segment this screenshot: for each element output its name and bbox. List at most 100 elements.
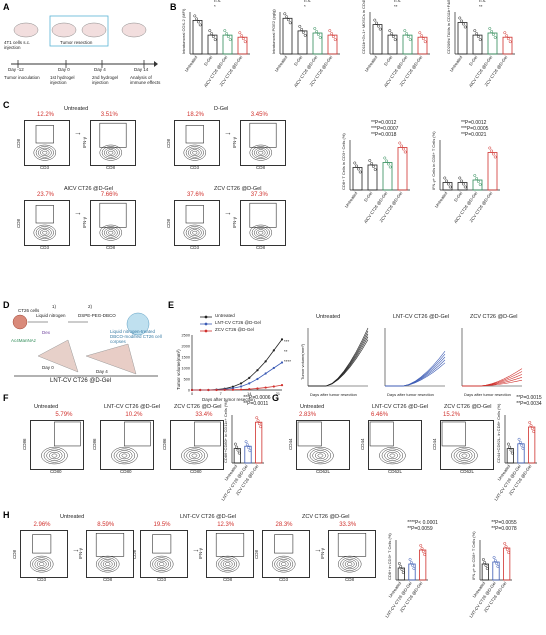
h-arrow-1: →: [192, 545, 200, 554]
panel-letter-h: H: [3, 510, 10, 520]
panel-letter-d: D: [3, 300, 10, 310]
h-bar-2-bar-0: [481, 563, 489, 581]
h-flow-1-a-ylabel: CD8: [132, 549, 137, 559]
e-small-2-line-1: [462, 371, 523, 387]
c-flow-0-a-pct: 12.2%: [37, 112, 55, 118]
h-bar-1-bar-1: [408, 563, 416, 581]
b-chart-2-sig-1: n.s.: [394, 0, 401, 3]
h-title-0: Untreated: [60, 514, 85, 520]
d-step1: 1): [52, 304, 57, 309]
b-chart-2-sig-0: **: [394, 4, 398, 9]
c-bar-1-pval-2: **P=0.0018: [371, 132, 397, 138]
e-series-0-point-8: [256, 369, 259, 372]
h-flow-2-a: [262, 530, 310, 578]
h-flow-0-b-contours: [95, 532, 125, 573]
f-flow-2-contours: [181, 421, 221, 465]
e-xtick-2: 14: [247, 392, 251, 396]
d-bottom-label: LNT-CV CT26 @D-Gel: [50, 378, 112, 384]
d-step2: 2): [88, 304, 93, 309]
e-series-1-point-6: [239, 385, 243, 388]
c-flow-title-2: AlCV CT26 @D-Gel: [64, 186, 113, 192]
e-series-1-point-5: [231, 387, 235, 390]
c-flow-1-b-contours: [249, 122, 277, 161]
b-chart-2-bar-1: [387, 34, 398, 55]
c-bar-2-pval-2: **P=0.0021: [461, 132, 487, 138]
b-chart-2-ylabel: CD11b+Gr-1+ MDSCs in CD45+ Cells (%): [361, 0, 366, 54]
e-small-2-line-3: [462, 377, 523, 387]
d-ct26: CT26 cells: [18, 308, 40, 313]
c-flow-1-b-ylabel: IFN-γ: [232, 137, 237, 148]
e-small-1-line-0: [385, 351, 446, 387]
e-sig-1: **: [284, 349, 288, 354]
h-flow-0-a-ylabel: CD8: [12, 549, 17, 559]
c-flow-0-a-ylabel: CD8: [16, 138, 21, 148]
e-small-0-line-4: [308, 339, 369, 387]
g-flow-0-pct: 2.83%: [299, 412, 317, 418]
panel-letter-a: A: [3, 2, 10, 12]
a-inoculation: Tumor inoculation: [4, 75, 40, 80]
h-flow-2-b-pct: 33.3%: [339, 522, 357, 528]
h-flow-1-b: [206, 530, 254, 578]
g-flow-0-xlabel: CD62L: [316, 469, 331, 474]
e-series-1-point-7: [248, 382, 251, 385]
f-bar-bar-2: [255, 421, 263, 464]
c-flow-3-b-xlabel: CD8: [256, 245, 266, 250]
f-flow-0-contours: [41, 421, 81, 465]
b-chart-0-group-label-0: Untreated: [184, 54, 199, 72]
e-series-1-point-9: [264, 372, 267, 375]
f-bar-pval-0: ***P=0.0006: [243, 395, 271, 401]
b-chart-3-bar-1: [472, 34, 483, 55]
e-small-chart-2: [461, 328, 523, 387]
b-chart-0-bar-0: [192, 19, 203, 55]
f-title-0: Untreated: [34, 404, 59, 410]
g-flow-0-contours: [297, 421, 334, 465]
h-bar-2-bar-2: [503, 547, 511, 581]
b-chart-0-group-label-1: D-Gel: [203, 55, 213, 67]
g-bar-pval-0: **P=0.0015: [516, 395, 542, 401]
e-ylabel: Tumor volume(mm³): [176, 349, 181, 390]
c-flow-arrow-2: →: [74, 208, 82, 217]
c-flow-arrow-3: →: [224, 208, 232, 217]
e-ytick-1: 500: [184, 378, 190, 382]
e-series-2-point-0: [190, 388, 194, 392]
b-chart-0-bar-2: [222, 34, 233, 55]
h-flow-0-a: [20, 530, 68, 578]
f-bar-ylabel: CD86+CD80+ in CD11c+ Cells (%): [223, 400, 228, 463]
c-flow-0-a-xlabel: CD3: [40, 165, 50, 170]
b-chart-1-group-label-1: D-Gel: [293, 55, 303, 67]
e-series-0-point-10: [272, 349, 275, 352]
h-bar-2-pval-0: **P=0.0055: [491, 520, 517, 526]
e-small-xlabel-2: Days after tumor resection: [464, 392, 511, 397]
c-bar-2-group-label-1: D-Gel: [453, 191, 463, 203]
c-bar-1-group-label-1: D-Gel: [363, 191, 373, 203]
g-flow-0: [296, 420, 350, 470]
h-flow-1-a-pct: 19.5%: [153, 522, 171, 528]
h-bar-1-ylabel: CD8+ in CD3+ T Cells (%): [387, 533, 392, 580]
c-flow-1-a-contours: [183, 125, 207, 161]
b-chart-0-bar-3: [237, 36, 248, 55]
d-day4: Day 4: [96, 369, 108, 374]
b-chart-1-ylabel: Intratumoral PGE2 (pg/g): [271, 9, 276, 54]
e-ytick-4: 2000: [182, 345, 190, 349]
e-series-0-point-9: [264, 360, 267, 363]
c-flow-3-b-ylabel: IFN-γ: [232, 217, 237, 228]
a-day14: Day 14: [134, 67, 149, 72]
f-flow-1: [100, 420, 154, 470]
c-bar-1-pval-0: **P=0.0012: [371, 120, 397, 126]
c-flow-2-b-ylabel: IFN-γ: [82, 217, 87, 228]
e-small-ylabel-0: Tumor volume(mm³): [300, 343, 305, 380]
e-series-line-2: [192, 384, 283, 391]
c-flow-title-1: D-Gel: [214, 106, 229, 112]
c-bar-1-bar-2: [382, 162, 393, 191]
b-chart-1-group-label-0: Untreated: [274, 54, 289, 72]
c-bar-1-pval-1: ***P=0.0007: [371, 126, 399, 132]
e-small-1-line-4: [385, 362, 446, 387]
b-chart-0-sig-0: *: [214, 4, 216, 9]
h-flow-1-b-ylabel: IFN-γ: [198, 548, 203, 559]
h-flow-2-a-pct: 28.3%: [275, 522, 293, 528]
e-legend-swatch-0: [200, 315, 212, 319]
b-chart-3-sig-0: **: [479, 4, 483, 9]
h-title-1: LNT-CV CT26 @D-Gel: [180, 514, 237, 520]
